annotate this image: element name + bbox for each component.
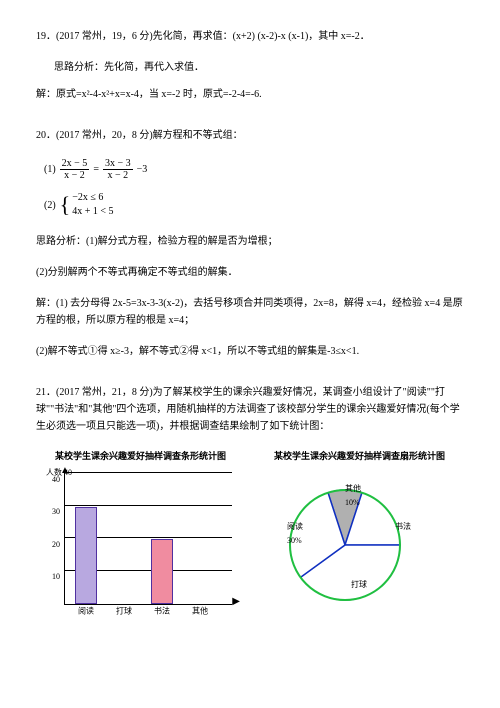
x-cat-label: 打球	[111, 604, 137, 618]
y-tick-label: 20	[36, 538, 60, 552]
q19-solution: 解：原式=x²-4-x²+x=x-4，当 x=-2 时，原式=-2-4=-6.	[36, 86, 464, 103]
y-tick-label: 30	[36, 505, 60, 519]
bar-0	[75, 507, 97, 605]
frac-num: 3x − 3	[103, 158, 133, 170]
pie-chart-block: 某校学生课余兴趣爱好抽样调查扇形统计图 阅读30% 其他10% 书法 打球	[255, 449, 464, 625]
y-tick-label: 40	[36, 473, 60, 487]
frac-den: x − 2	[105, 170, 130, 181]
q20-heading: 20．(2017 常州，20，8 分)解方程和不等式组：	[36, 127, 464, 144]
q21-heading: 21．(2017 常州，21，8 分)为了解某校学生的课余兴趣爱好情况，某调查小…	[36, 384, 464, 435]
brace-icon: {	[60, 194, 71, 216]
q19-hint: 思路分析：先化简，再代入求值．	[36, 59, 464, 76]
y-tick-label: 10	[36, 570, 60, 584]
q20-sol2: (2)解不等式①得 x≥-3，解不等式②得 x<1，所以不等式组的解集是-3≤x…	[36, 343, 464, 360]
sys-line2: 4x + 1 < 5	[72, 205, 113, 219]
q20-hint1: 思路分析：(1)解分式方程，检验方程的解是否为增根；	[36, 233, 464, 250]
x-cat-label: 阅读	[73, 604, 99, 618]
q20-eq2: (2) { −2x ≤ 6 4x + 1 < 5	[36, 191, 464, 219]
pie-label-calligraphy: 书法	[395, 520, 411, 534]
charts-container: 某校学生课余兴趣爱好抽样调查条形统计图 人数 40 ▲ ▶ 阅读打球书法其他 1…	[36, 449, 464, 625]
frac-num: 2x − 5	[60, 158, 90, 170]
frac-den: x − 2	[62, 170, 87, 181]
q20-hint2: (2)分别解两个不等式再确定不等式组的解集．	[36, 264, 464, 281]
pie-label-ball: 打球	[351, 578, 367, 592]
eq-tail: −3	[137, 161, 148, 178]
q20-eq1: (1) 2x − 5 x − 2 = 3x − 3 x − 2 −3	[36, 158, 464, 181]
x-arrow-icon: ▶	[232, 593, 240, 610]
pie-label-other: 其他10%	[345, 482, 361, 509]
x-cat-label: 书法	[149, 604, 175, 618]
eq2-label: (2)	[44, 197, 56, 214]
y-arrow-icon: ▲	[60, 462, 70, 479]
q19-heading: 19．(2017 常州，19，6 分)先化简，再求值：(x+2) (x-2)-x…	[36, 28, 464, 45]
eq-equals: =	[93, 161, 99, 178]
q20-sol1: 解：(1) 去分母得 2x-5=3x-3-3(x-2)，去括号移项合并同类项得，…	[36, 295, 464, 329]
sys-line1: −2x ≤ 6	[72, 191, 113, 205]
pie-chart: 阅读30% 其他10% 书法 打球	[255, 470, 435, 625]
pie-label-reading: 阅读30%	[287, 520, 303, 547]
bar-chart-block: 某校学生课余兴趣爱好抽样调查条形统计图 人数 40 ▲ ▶ 阅读打球书法其他 1…	[36, 449, 245, 625]
bar-2	[151, 539, 173, 604]
bar-chart: 人数 40 ▲ ▶ 阅读打球书法其他 10203040	[36, 468, 236, 623]
eq1-frac1: 2x − 5 x − 2	[60, 158, 90, 181]
eq1-label: (1)	[44, 161, 56, 178]
pie-title: 某校学生课余兴趣爱好抽样调查扇形统计图	[255, 449, 464, 464]
gridline	[65, 505, 232, 506]
gridline	[65, 472, 232, 473]
eq1-frac2: 3x − 3 x − 2	[103, 158, 133, 181]
x-cat-label: 其他	[187, 604, 213, 618]
